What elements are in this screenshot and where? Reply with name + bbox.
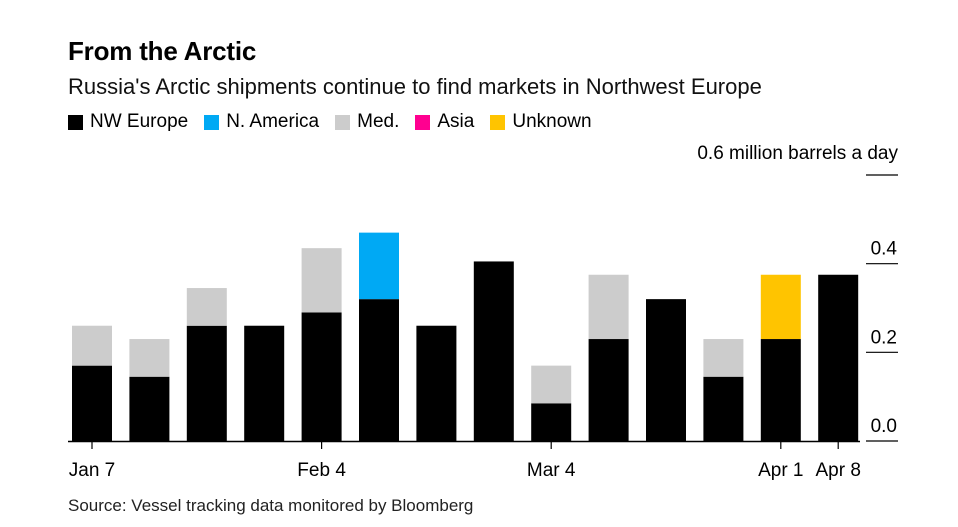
bar-apr-1-unknown — [760, 274, 801, 340]
bar-jan-14-med — [129, 339, 170, 377]
legend-label-unknown: Unknown — [512, 111, 592, 132]
legend-item-unknown: Unknown — [490, 111, 592, 133]
legend-item-med: Med. — [335, 111, 399, 133]
x-tick-label-feb-4: Feb 4 — [297, 460, 346, 481]
legend-item-n-america: N. America — [204, 111, 319, 133]
legend-label-asia: Asia — [437, 111, 475, 132]
legend-swatch-nw-europe — [68, 114, 83, 130]
bar-jan-14-nw-europe — [129, 376, 170, 441]
legend-label-nw-europe: NW Europe — [90, 111, 189, 132]
legend-swatch-n-america — [204, 114, 220, 130]
legend-item-nw-europe: NW Europe — [68, 111, 188, 133]
x-tick-label-apr-8: Apr 8 — [815, 460, 860, 481]
legend-label-n-america: N. America — [226, 111, 320, 132]
x-tick-label-apr-1: Apr 1 — [758, 460, 803, 481]
bar-mar-4-nw-europe — [531, 403, 572, 441]
bar-feb-25-nw-europe — [473, 261, 514, 441]
bar-jan-7-med — [72, 325, 112, 366]
bar-feb-11-n-america — [359, 232, 399, 300]
bar-mar-25-med — [703, 339, 744, 377]
bar-jan-7-nw-europe — [72, 365, 112, 441]
legend-item-asia: Asia — [415, 111, 474, 133]
chart-title: From the Arctic — [68, 36, 257, 66]
bar-mar-4-med — [531, 365, 572, 404]
legend-swatch-unknown — [490, 114, 506, 130]
y-axis-unit-label: 0.6 million barrels a day — [697, 143, 898, 164]
legend-swatch-med — [335, 114, 351, 130]
legend-swatch-asia — [415, 114, 431, 130]
y-tick-label-0-2: 0.2 — [871, 327, 897, 348]
bar-mar-11-nw-europe — [588, 339, 629, 441]
chart-subtitle: Russia's Arctic shipments continue to fi… — [68, 74, 762, 99]
source-note: Source: Vessel tracking data monitored b… — [68, 496, 474, 515]
bar-feb-18-nw-europe — [416, 325, 457, 441]
bar-mar-25-nw-europe — [703, 376, 744, 441]
x-tick-label-mar-4: Mar 4 — [527, 460, 576, 481]
chart-legend: NW Europe N. America Med. Asia Unknown — [68, 111, 608, 133]
y-tick-label-0-0: 0.0 — [871, 416, 897, 437]
bar-jan-28-nw-europe — [244, 325, 285, 441]
bar-feb-4-nw-europe — [301, 312, 342, 441]
bar-apr-8-nw-europe — [818, 274, 859, 441]
bar-jan-21-med — [186, 288, 227, 326]
legend-label-med: Med. — [357, 111, 400, 132]
y-tick-label-0-4: 0.4 — [871, 239, 898, 260]
bar-apr-1-nw-europe — [760, 339, 801, 441]
bar-mar-18-nw-europe — [646, 299, 686, 441]
bar-feb-4-med — [301, 248, 342, 313]
bar-feb-11-nw-europe — [359, 299, 399, 441]
bar-jan-21-nw-europe — [186, 325, 227, 441]
bar-mar-11-med — [588, 274, 629, 340]
x-tick-label-jan-7: Jan 7 — [69, 460, 115, 481]
